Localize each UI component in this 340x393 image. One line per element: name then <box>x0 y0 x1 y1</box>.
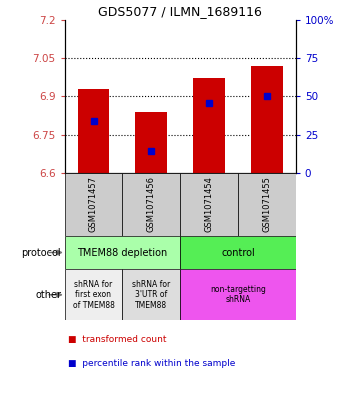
Bar <box>65 269 122 320</box>
Title: GDS5077 / ILMN_1689116: GDS5077 / ILMN_1689116 <box>98 6 262 18</box>
Text: control: control <box>221 248 255 257</box>
Bar <box>180 236 296 269</box>
Bar <box>78 88 109 173</box>
Bar <box>65 236 180 269</box>
Text: TMEM88 depletion: TMEM88 depletion <box>77 248 168 257</box>
Bar <box>180 173 238 236</box>
Bar <box>251 66 283 173</box>
Text: protocol: protocol <box>21 248 61 257</box>
Bar <box>122 173 180 236</box>
Text: GSM1071456: GSM1071456 <box>147 176 156 232</box>
Bar <box>135 112 167 173</box>
Text: GSM1071455: GSM1071455 <box>262 176 271 232</box>
Bar <box>193 78 225 173</box>
Text: ■  transformed count: ■ transformed count <box>68 336 167 344</box>
Text: shRNA for
3'UTR of
TMEM88: shRNA for 3'UTR of TMEM88 <box>132 280 170 310</box>
Bar <box>65 173 122 236</box>
Text: shRNA for
first exon
of TMEM88: shRNA for first exon of TMEM88 <box>72 280 115 310</box>
Text: GSM1071457: GSM1071457 <box>89 176 98 232</box>
Bar <box>180 269 296 320</box>
Text: non-targetting
shRNA: non-targetting shRNA <box>210 285 266 305</box>
Bar <box>122 269 180 320</box>
Text: ■  percentile rank within the sample: ■ percentile rank within the sample <box>68 359 235 368</box>
Bar <box>238 173 296 236</box>
Text: other: other <box>35 290 61 300</box>
Text: GSM1071454: GSM1071454 <box>205 176 214 232</box>
